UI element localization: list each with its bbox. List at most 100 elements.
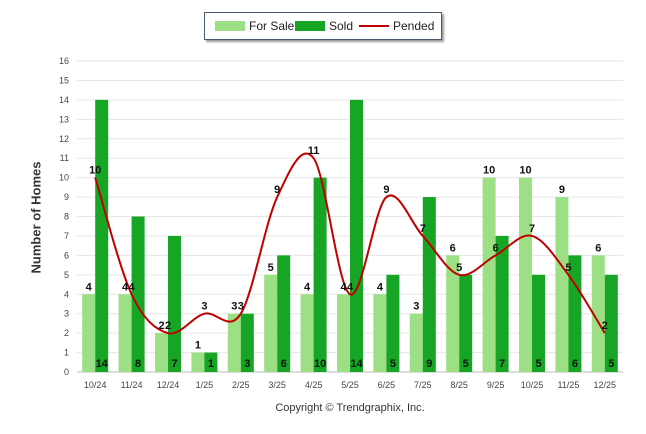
data-label-pended: 7 — [529, 223, 535, 235]
bar-for-sale — [227, 313, 241, 372]
y-tick-label: 15 — [59, 75, 69, 85]
y-tick-label: 4 — [64, 289, 69, 299]
bar-for-sale — [482, 177, 496, 372]
x-tick-label: 10/24 — [84, 380, 107, 390]
x-tick-label: 9/25 — [487, 380, 505, 390]
y-tick-label: 1 — [64, 348, 69, 358]
bar-sold — [277, 255, 291, 372]
data-label-sold: 6 — [281, 358, 287, 370]
y-tick-label: 7 — [64, 231, 69, 241]
data-label-for-sale: 9 — [559, 184, 565, 196]
bar-sold — [240, 313, 254, 372]
data-label-sold: 5 — [463, 358, 469, 370]
y-tick-label: 11 — [60, 153, 69, 163]
legend-item-for-sale[interactable]: For Sale — [215, 13, 294, 39]
legend-label-pended: Pended — [393, 19, 435, 33]
bar-for-sale — [555, 197, 569, 372]
x-tick-label: 12/24 — [157, 380, 180, 390]
data-label-for-sale: 4 — [340, 281, 347, 293]
data-label-pended: 9 — [274, 184, 280, 196]
bar-for-sale — [155, 333, 168, 372]
legend-item-sold[interactable]: Sold — [295, 13, 353, 39]
x-tick-label: 12/25 — [594, 380, 617, 390]
bar-for-sale — [519, 177, 532, 372]
y-axis-label: Number of Homes — [28, 161, 44, 274]
x-tick-label: 11/25 — [557, 380, 579, 390]
bar-for-sale — [446, 255, 460, 372]
bar-for-sale — [118, 294, 132, 372]
legend-item-pended[interactable]: Pended — [359, 13, 434, 39]
data-label-for-sale: 4 — [377, 281, 384, 293]
data-label-sold: 7 — [171, 358, 177, 370]
bar-sold — [532, 274, 545, 372]
data-label-pended: 5 — [456, 262, 462, 274]
legend-label-for-sale: For Sale — [249, 19, 295, 33]
data-label-sold: 7 — [499, 358, 505, 370]
data-label-pended: 4 — [347, 281, 354, 293]
legend-label-sold: Sold — [329, 19, 354, 33]
x-tick-label: 5/25 — [341, 380, 359, 390]
data-label-for-sale: 4 — [86, 281, 93, 293]
y-tick-label: 5 — [64, 270, 69, 280]
data-label-sold: 9 — [426, 358, 432, 370]
x-tick-label: 11/24 — [121, 380, 143, 390]
bars — [82, 99, 618, 372]
bar-for-sale — [82, 294, 96, 372]
data-labels: 4144827113356410414453965107105966510423… — [86, 145, 615, 370]
x-tick-label: 3/25 — [268, 380, 286, 390]
data-label-pended: 6 — [493, 242, 499, 254]
data-label-pended: 3 — [201, 301, 207, 313]
data-label-pended: 10 — [89, 165, 101, 177]
y-tick-label: 6 — [64, 250, 69, 260]
bar-sold — [459, 274, 473, 372]
y-tick-label: 13 — [59, 114, 69, 124]
bar-for-sale — [264, 274, 278, 372]
legend: For Sale Sold Pended — [204, 12, 442, 40]
x-tick-label: 4/25 — [305, 380, 323, 390]
x-tick-label: 8/25 — [450, 380, 468, 390]
copyright-text: Copyright © Trendgraphix, Inc. — [275, 402, 425, 414]
bar-sold — [350, 99, 363, 372]
bar-for-sale — [409, 313, 423, 372]
x-tick-label: 7/25 — [414, 380, 432, 390]
data-label-for-sale: 10 — [483, 165, 495, 177]
y-tick-label: 10 — [59, 173, 69, 183]
x-tick-label: 2/25 — [232, 380, 250, 390]
data-label-for-sale: 4 — [304, 281, 311, 293]
data-label-sold: 5 — [535, 358, 541, 370]
data-label-for-sale: 6 — [595, 242, 601, 254]
data-label-pended: 7 — [420, 223, 426, 235]
data-label-sold: 5 — [608, 358, 614, 370]
data-label-sold: 3 — [244, 358, 250, 370]
x-axis-ticks: 10/24 11/24 12/24 1/25 2/25 3/25 4/25 5/25 6/25 7… — [84, 380, 616, 390]
y-tick-label: 3 — [64, 309, 69, 319]
bar-sold — [204, 352, 218, 372]
data-label-sold: 1 — [208, 358, 214, 370]
pended-series-line — [94, 152, 606, 335]
data-label-for-sale: 5 — [268, 262, 274, 274]
bar-sold — [604, 274, 618, 372]
x-tick-label: 10/25 — [521, 380, 544, 390]
data-label-sold: 5 — [390, 358, 396, 370]
sold-swatch — [295, 21, 325, 31]
data-label-for-sale: 3 — [231, 301, 237, 313]
data-label-sold: 14 — [96, 358, 109, 370]
data-label-pended: 4 — [129, 281, 136, 293]
data-label-sold: 6 — [572, 358, 578, 370]
data-label-sold: 10 — [314, 358, 326, 370]
bar-sold — [568, 255, 582, 372]
data-label-for-sale: 3 — [413, 301, 419, 313]
y-tick-label: 14 — [59, 95, 69, 105]
bar-for-sale — [373, 294, 387, 372]
bar-sold — [131, 216, 145, 372]
data-label-sold: 14 — [350, 358, 363, 370]
pended-swatch — [359, 25, 389, 27]
bar-for-sale — [591, 255, 605, 372]
y-tick-label: 8 — [64, 212, 69, 222]
data-label-for-sale: 2 — [158, 320, 164, 332]
y-tick-label: 16 — [59, 56, 69, 66]
y-tick-label: 2 — [64, 328, 69, 338]
bar-sold — [168, 235, 181, 372]
